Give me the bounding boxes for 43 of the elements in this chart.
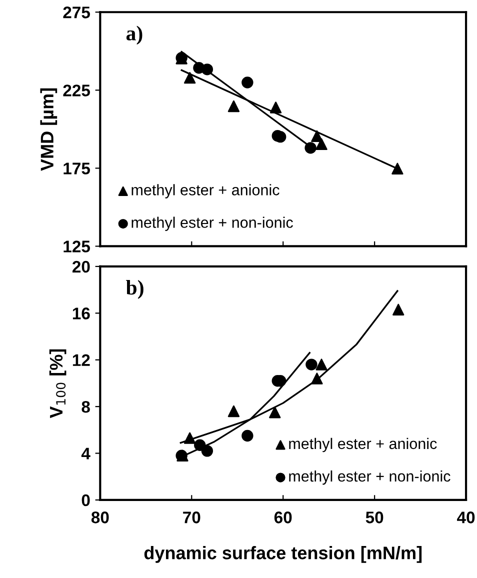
point xyxy=(304,142,316,154)
y-tick-label: 225 xyxy=(63,84,90,96)
x-tick-label: 70 xyxy=(183,512,200,524)
point xyxy=(242,430,254,442)
x-tick-label: 40 xyxy=(457,512,475,524)
annotation: b) xyxy=(126,280,144,299)
y-tick-label: 12 xyxy=(72,354,90,366)
point xyxy=(242,76,254,88)
legend-label: methyl ester + anionic xyxy=(132,184,280,198)
y-tick-label: 4 xyxy=(81,448,90,460)
point xyxy=(316,138,328,150)
annotation: a) xyxy=(126,26,142,45)
legend-label: methyl ester + anionic xyxy=(289,438,437,452)
legend-label: methyl ester + non-ionic xyxy=(132,216,293,231)
y-tick-label: 175 xyxy=(64,162,90,174)
point xyxy=(316,358,328,370)
point xyxy=(270,102,282,114)
y-axis-title: V$_{100}$ [%] xyxy=(49,349,66,418)
y-axis-title: VMD [µm] xyxy=(40,88,58,171)
y-tick-label: 8 xyxy=(82,400,90,413)
point xyxy=(228,100,240,112)
y-tick-label: 0 xyxy=(82,494,90,506)
legend-label: methyl ester + non-ionic xyxy=(289,470,450,485)
y-tick-label: 275 xyxy=(63,6,90,18)
y-tick-label: 20 xyxy=(72,260,90,273)
point xyxy=(184,432,196,444)
point xyxy=(228,405,240,418)
x-tick-label: 80 xyxy=(91,512,109,524)
point xyxy=(184,72,196,84)
y-tick-label: 125 xyxy=(64,240,90,252)
y-tick-label: 16 xyxy=(72,308,90,320)
x-tick-label: 60 xyxy=(274,512,292,524)
point xyxy=(194,439,206,451)
x-axis-title: dynamic surface tension [mN/m] xyxy=(144,546,422,563)
point xyxy=(201,445,214,457)
point xyxy=(311,130,323,142)
point xyxy=(201,64,214,76)
x-tick-label: 50 xyxy=(366,512,384,524)
point xyxy=(311,372,323,384)
point xyxy=(392,304,404,316)
point xyxy=(269,406,281,418)
point xyxy=(306,358,318,370)
point xyxy=(392,162,404,175)
